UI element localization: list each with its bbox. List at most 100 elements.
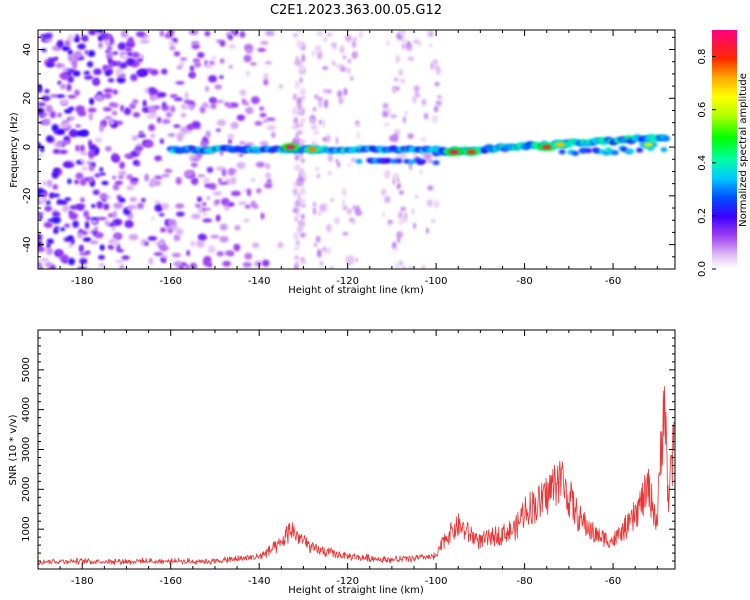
noise-blob: [245, 70, 250, 77]
noise-blob: [89, 97, 95, 105]
noise-blob: [59, 254, 70, 263]
noise-blob: [83, 70, 91, 76]
noise-blob: [391, 241, 397, 250]
band-blob: [390, 158, 398, 164]
noise-blob: [135, 148, 141, 155]
noise-blob: [353, 51, 359, 59]
noise-blob: [278, 84, 284, 89]
noise-blob: [382, 110, 389, 118]
noise-blob: [131, 135, 139, 141]
noise-blob: [169, 45, 176, 51]
noise-blob: [244, 142, 255, 146]
noise-blob: [136, 202, 145, 210]
noise-blob: [341, 187, 347, 197]
noise-blob: [145, 115, 156, 119]
noise-blob: [192, 58, 201, 63]
colorbar-label: Normalized spectral amplitude: [738, 73, 749, 227]
noise-blob: [142, 69, 148, 76]
noise-blob: [112, 51, 119, 55]
colorbar-tick-label: 0.8: [697, 49, 708, 65]
noise-blob: [431, 219, 436, 223]
noise-blob: [202, 202, 207, 206]
noise-blob: [139, 39, 150, 44]
noise-blob: [210, 234, 220, 239]
noise-blob: [173, 51, 181, 57]
noise-blob: [88, 112, 93, 121]
noise-blob: [398, 69, 404, 76]
peak-core: [466, 149, 477, 155]
noise-blob: [89, 240, 99, 245]
noise-blob: [160, 68, 168, 75]
x-tick-label: -120: [336, 576, 359, 587]
noise-blob: [90, 204, 96, 208]
noise-blob: [52, 211, 61, 217]
x-tick-label: -180: [71, 576, 94, 587]
noise-blob: [216, 119, 227, 127]
noise-blob: [291, 106, 299, 116]
noise-blob: [68, 116, 76, 121]
noise-blob: [228, 34, 233, 41]
noise-blob: [396, 231, 404, 238]
noise-blob: [176, 133, 183, 142]
noise-blob: [299, 77, 303, 84]
noise-blob: [68, 212, 79, 220]
noise-blob: [265, 30, 275, 37]
noise-blob: [116, 76, 126, 84]
noise-blob: [62, 140, 71, 145]
noise-blob: [115, 120, 124, 126]
noise-blob: [331, 60, 336, 66]
noise-blob: [148, 123, 156, 132]
noise-blob: [150, 217, 155, 221]
noise-blob: [250, 178, 256, 182]
noise-blob: [211, 55, 217, 60]
noise-blob: [316, 248, 322, 258]
noise-blob: [184, 91, 189, 100]
band-blob: [558, 149, 566, 155]
noise-blob: [238, 201, 248, 206]
noise-blob: [169, 94, 178, 98]
noise-blob: [230, 176, 237, 185]
noise-blob: [103, 88, 114, 94]
noise-blob: [299, 65, 306, 71]
colorbar-tick-label: 0.0: [697, 261, 708, 277]
heatmap-marks: [38, 30, 671, 269]
noise-blob: [107, 78, 115, 83]
noise-blob: [127, 205, 132, 211]
noise-blob: [44, 261, 52, 268]
noise-blob: [209, 60, 215, 66]
noise-blob: [203, 177, 210, 184]
noise-blob: [97, 216, 107, 221]
noise-blob: [107, 119, 116, 126]
noise-blob: [300, 118, 307, 123]
noise-blob: [413, 93, 421, 98]
noise-blob: [188, 30, 199, 36]
noise-blob: [294, 80, 300, 90]
noise-blob: [263, 72, 269, 81]
noise-blob: [424, 151, 430, 161]
noise-blob: [132, 99, 139, 105]
noise-blob: [86, 161, 92, 165]
noise-blob: [233, 243, 241, 252]
noise-blob: [224, 250, 235, 256]
noise-blob: [251, 242, 260, 249]
noise-blob: [316, 30, 324, 37]
snr-x-axis-label: Height of straight line (km): [288, 585, 424, 596]
noise-blob: [260, 40, 269, 45]
noise-blob: [264, 61, 273, 65]
noise-blob: [74, 89, 80, 97]
noise-blob: [382, 212, 386, 218]
noise-blob: [137, 134, 147, 138]
noise-blob: [79, 258, 88, 265]
noise-blob: [345, 35, 353, 41]
noise-blob: [80, 197, 85, 203]
noise-blob: [292, 93, 298, 101]
noise-blob: [39, 257, 50, 263]
noise-blob: [75, 130, 85, 137]
noise-blob: [255, 161, 266, 168]
noise-blob: [355, 258, 359, 262]
noise-blob: [136, 161, 141, 166]
noise-blob: [318, 119, 322, 125]
noise-blob: [199, 105, 206, 114]
noise-blob: [263, 79, 269, 86]
noise-blob: [355, 122, 361, 127]
